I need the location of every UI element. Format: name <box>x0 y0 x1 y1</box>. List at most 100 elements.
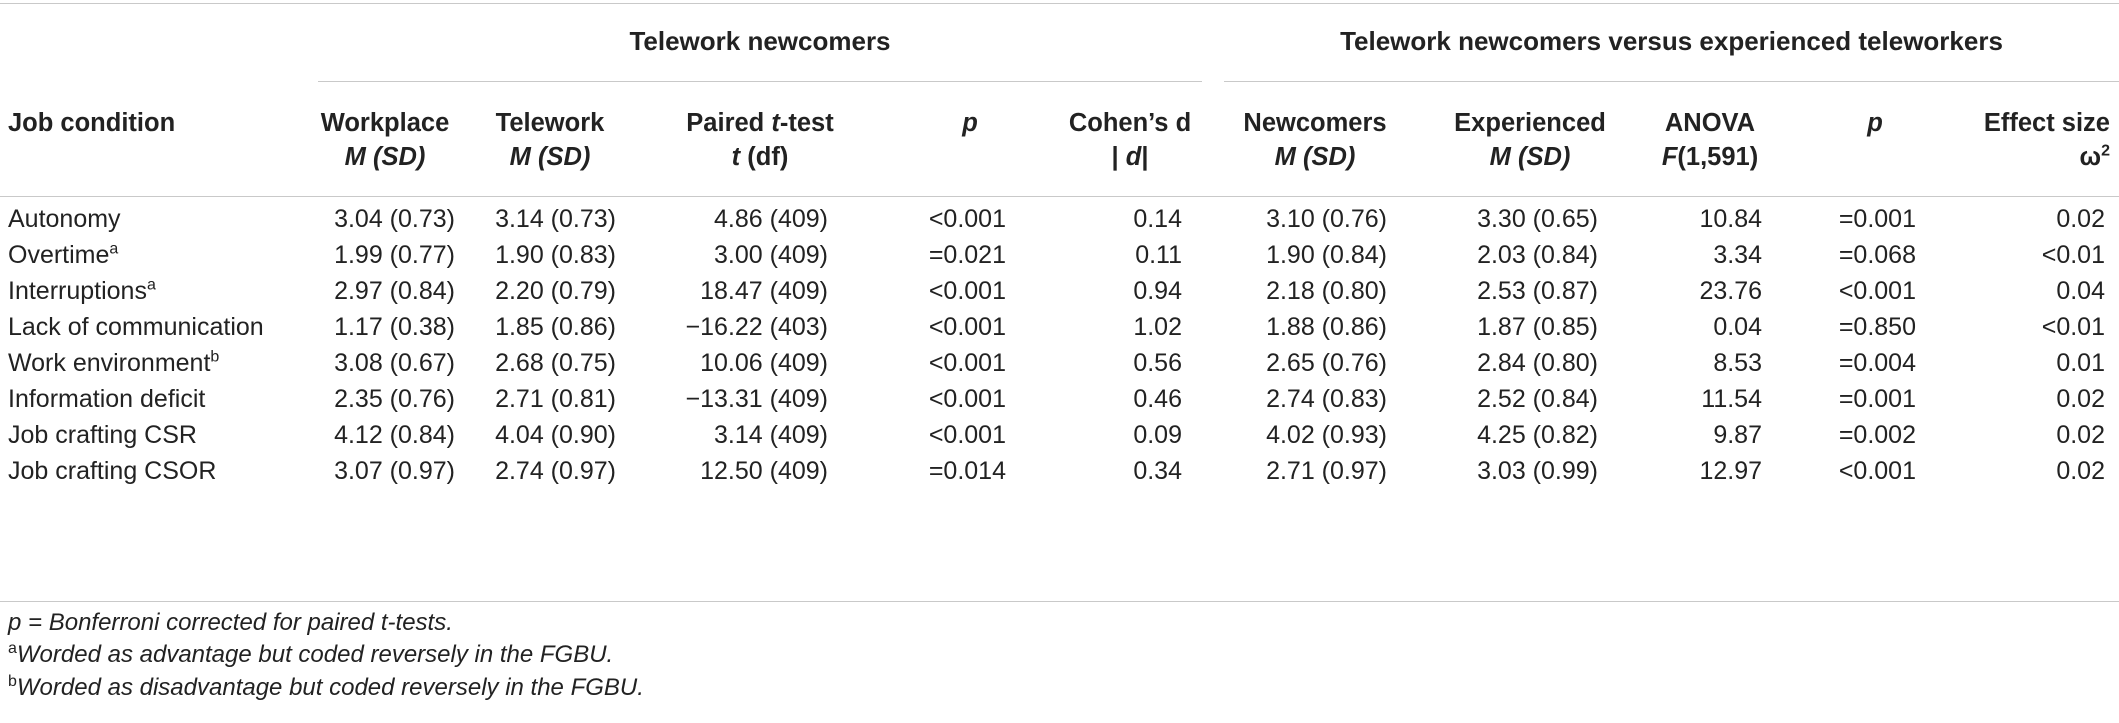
cell-newcomers: 2.74 (0.83) <box>1266 385 1387 413</box>
col-header-anova-f-symbol: F <box>1661 143 1678 171</box>
job-condition-label: Job crafting CSOR <box>8 457 217 485</box>
cell-anova-f: 0.04 <box>1713 313 1762 341</box>
col-header-effect-title: Effect size <box>1983 109 2110 137</box>
cell-newcomers: 2.65 (0.76) <box>1266 349 1387 377</box>
job-condition-label: Autonomy <box>8 205 121 233</box>
cell-telework: 4.04 (0.90) <box>495 421 616 449</box>
cell-workplace: 2.35 (0.76) <box>334 385 455 413</box>
group-header-newcomers: Telework newcomers <box>629 26 891 56</box>
col-header-workplace-stat: M (SD) <box>344 143 426 171</box>
cell-job-condition: Job crafting CSR <box>8 420 197 450</box>
cell-paired-t: −16.22 (403) <box>685 313 828 341</box>
table-row: Job crafting CSR 4.12 (0.84) 4.04 (0.90) 3.… <box>0 411 2119 459</box>
cell-p-comparison: =0.068 <box>1838 241 1916 269</box>
cell-newcomers: 4.02 (0.93) <box>1266 421 1387 449</box>
cell-workplace: 3.08 (0.67) <box>334 349 455 377</box>
cell-cohens-d: 0.09 <box>1133 421 1182 449</box>
col-header-anova: ANOVA F(1,591) <box>1640 106 1780 174</box>
col-header-p-newcomers-label: p <box>962 109 978 137</box>
cell-experienced: 2.52 (0.84) <box>1477 385 1598 413</box>
col-header-job-condition: Job condition <box>8 106 175 140</box>
cell-anova-f: 10.84 <box>1699 205 1762 233</box>
cell-job-condition: Job crafting CSOR <box>8 456 216 486</box>
col-header-anova-title: ANOVA <box>1664 109 1756 137</box>
cell-paired-t: 10.06 (409) <box>700 349 828 377</box>
job-condition-footnote-marker: a <box>146 276 156 294</box>
cell-workplace: 1.99 (0.77) <box>334 241 455 269</box>
note-b-marker: b <box>8 673 17 690</box>
note-bonferroni: p = Bonferroni corrected for paired t-te… <box>8 608 453 638</box>
cell-p-newcomers: <0.001 <box>928 349 1006 377</box>
table-row: Interruptionsa 2.97 (0.84) 2.20 (0.79) 18.4… <box>0 267 2119 315</box>
cell-effect-size: 0.02 <box>2056 385 2105 413</box>
cell-paired-t: 3.14 (409) <box>714 421 828 449</box>
col-header-effect-omega-sup: 2 <box>2101 142 2110 160</box>
col-header-telework-title: Telework <box>495 109 605 137</box>
col-header-experienced-stat: M (SD) <box>1489 143 1571 171</box>
cell-workplace: 1.17 (0.38) <box>334 313 455 341</box>
col-header-paired-df: (df) <box>740 143 789 171</box>
col-header-workplace: Workplace M (SD) <box>305 106 465 174</box>
table-row: Job crafting CSOR 3.07 (0.97) 2.74 (0.97) 1… <box>0 447 2119 495</box>
cell-job-condition: Overtimea <box>8 240 118 270</box>
cell-paired-t: 12.50 (409) <box>700 457 828 485</box>
table-row: Work environmentb 3.08 (0.67) 2.68 (0.75) 1… <box>0 339 2119 387</box>
cell-paired-t: 18.47 (409) <box>700 277 828 305</box>
cell-effect-size: 0.02 <box>2056 421 2105 449</box>
cell-experienced: 1.87 (0.85) <box>1477 313 1598 341</box>
cell-p-newcomers: <0.001 <box>928 385 1006 413</box>
group-comparison-underline <box>1224 81 2119 82</box>
note-bonferroni-text: = Bonferroni corrected for paired t-test… <box>21 609 453 636</box>
cell-telework: 2.20 (0.79) <box>495 277 616 305</box>
table-row: Information deficit 2.35 (0.76) 2.71 (0.81… <box>0 375 2119 423</box>
cell-p-comparison: <0.001 <box>1838 457 1916 485</box>
cell-effect-size: 0.02 <box>2056 457 2105 485</box>
cell-cohens-d: 0.94 <box>1133 277 1182 305</box>
col-header-effect-size: Effect size ω2 <box>1940 106 2110 174</box>
job-condition-label: Work environment <box>8 349 211 377</box>
col-header-cohens-bar-right: | <box>1141 143 1149 171</box>
cell-cohens-d: 0.11 <box>1135 241 1182 269</box>
note-a-text: Worded as advantage but coded reversely … <box>16 641 614 668</box>
table-top-rule <box>0 3 2119 4</box>
cell-cohens-d: 0.56 <box>1133 349 1182 377</box>
cell-paired-t: −13.31 (409) <box>685 385 828 413</box>
note-b: bWorded as disadvantage but coded revers… <box>8 673 644 703</box>
cell-experienced: 3.30 (0.65) <box>1477 205 1598 233</box>
cell-anova-f: 3.34 <box>1713 241 1762 269</box>
job-condition-label: Job crafting CSR <box>8 421 197 449</box>
cell-newcomers: 2.71 (0.97) <box>1266 457 1387 485</box>
cell-anova-f: 23.76 <box>1699 277 1762 305</box>
cell-newcomers: 3.10 (0.76) <box>1266 205 1387 233</box>
col-header-p-comparison-label: p <box>1867 109 1883 137</box>
col-header-telework: Telework M (SD) <box>470 106 630 174</box>
note-a: aWorded as advantage but coded reversely… <box>8 640 613 670</box>
cell-p-comparison: =0.002 <box>1838 421 1916 449</box>
cell-effect-size: 0.01 <box>2056 349 2105 377</box>
cell-experienced: 3.03 (0.99) <box>1477 457 1598 485</box>
cell-telework: 2.71 (0.81) <box>495 385 616 413</box>
cell-job-condition: Interruptionsa <box>8 276 156 306</box>
cell-workplace: 4.12 (0.84) <box>334 421 455 449</box>
table-bottom-rule <box>0 601 2119 602</box>
cell-p-newcomers: <0.001 <box>928 313 1006 341</box>
col-header-p-comparison: p <box>1835 106 1915 140</box>
col-header-cohens-d-symbol: d <box>1125 143 1142 171</box>
cell-workplace: 3.07 (0.97) <box>334 457 455 485</box>
cell-cohens-d: 0.34 <box>1133 457 1182 485</box>
cell-anova-f: 9.87 <box>1713 421 1762 449</box>
job-condition-footnote-marker: a <box>109 240 119 258</box>
cell-experienced: 2.03 (0.84) <box>1477 241 1598 269</box>
col-header-experienced-title: Experienced <box>1454 109 1606 137</box>
cell-anova-f: 8.53 <box>1713 349 1762 377</box>
note-b-text: Worded as disadvantage but coded reverse… <box>16 674 644 701</box>
header-bottom-rule <box>0 196 2119 197</box>
cell-p-comparison: <0.001 <box>1838 277 1916 305</box>
table-row: Lack of communication 1.17 (0.38) 1.85 (0.… <box>0 303 2119 351</box>
cell-p-newcomers: =0.014 <box>928 457 1006 485</box>
group-header-comparison: Telework newcomers versus experienced te… <box>1340 26 2003 56</box>
col-header-workplace-title: Workplace <box>320 109 450 137</box>
cell-job-condition: Autonomy <box>8 204 121 234</box>
cell-cohens-d: 0.46 <box>1133 385 1182 413</box>
cell-paired-t: 4.86 (409) <box>714 205 828 233</box>
